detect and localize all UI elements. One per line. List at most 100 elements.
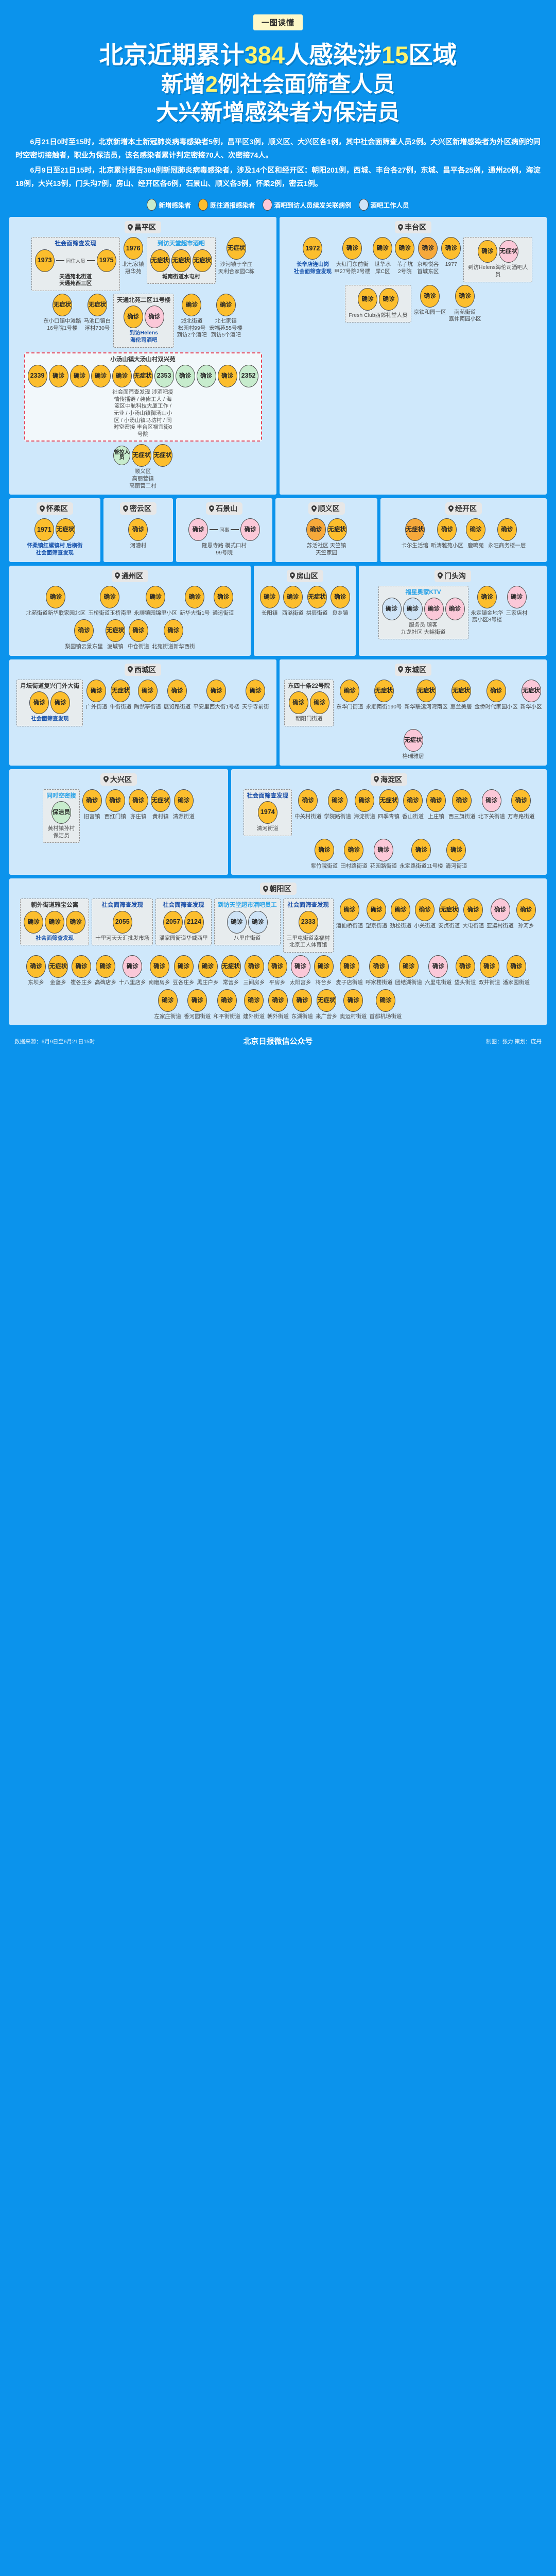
case-node[interactable]: 确诊 [339,955,359,978]
case-node[interactable]: 确诊 [268,989,288,1012]
case-node[interactable]: 确诊 [185,585,205,608]
case-node[interactable]: 确诊 [128,619,148,642]
case-node[interactable]: 确诊 [240,518,260,541]
district-card-daxing[interactable]: 大兴区 同时空密接 保洁员 黄村镇孙村 保洁员 确诊 旧宫镇 确诊 西红门镇 确诊 亦庄镇 无症状 黄村… [9,769,229,875]
case-node[interactable]: 确诊 [490,899,510,922]
case-node[interactable]: 确诊 [516,899,536,922]
case-node[interactable]: 确诊 [188,518,208,541]
district-card-dongcheng[interactable]: 东城区 东四十条22号院 确诊 确诊 朝阳门街道 确诊 东华门街道 无症状 永顺南街190号 无症… [280,659,547,766]
case-node[interactable]: 确诊 [146,585,166,608]
case-node[interactable]: 确诊 [206,679,227,702]
case-node[interactable]: 确诊 [465,518,485,541]
case-node[interactable]: 确诊 [91,364,111,387]
case-node[interactable]: 确诊 [246,679,266,702]
case-node[interactable]: 确诊 [455,955,475,978]
case-node[interactable]: 确诊 [163,619,183,642]
district-card-jingkai[interactable]: 经开区 无症状 卡尔生活馆 确诊 听涛雅苑小区 确诊 鹿鸣苑 确诊 永旺商务楼一层 [380,498,547,562]
case-node[interactable]: 确诊 [486,679,506,702]
case-node[interactable]: 2124 [184,910,204,934]
case-node[interactable]: 确诊 [373,237,393,260]
case-node[interactable]: 确诊 [357,287,377,311]
case-node[interactable]: 确诊 [144,306,164,329]
case-node[interactable]: 无症状 [132,444,151,467]
case-node[interactable]: 1975 [96,249,116,272]
case-node[interactable]: 无症状 [133,364,153,387]
case-node[interactable]: 确诊 [463,899,483,922]
case-node[interactable]: 确诊 [426,789,446,812]
district-card-fangshan[interactable]: 房山区 确诊 长阳镇 确诊 西潞街道 无症状 拱辰街道 确诊 良乡镇 [254,565,356,656]
case-node[interactable]: 确诊 [216,293,236,316]
case-node[interactable]: 确诊 [105,789,125,812]
case-node[interactable]: 确诊 [244,989,264,1012]
case-node[interactable]: 无症状 [153,444,172,467]
case-node[interactable]: 1972 [303,237,323,260]
case-node[interactable]: 确诊 [309,691,329,715]
case-node[interactable]: 确诊 [182,293,202,316]
case-node[interactable]: 确诊 [267,955,287,978]
case-node[interactable]: 确诊 [74,619,94,642]
case-node[interactable]: 确诊 [158,989,178,1012]
case-node[interactable]: 保洁员 [51,801,72,824]
case-node[interactable]: 确诊 [259,585,280,608]
case-node[interactable]: 确诊 [391,899,411,922]
case-node[interactable]: 确诊 [48,364,68,387]
case-node[interactable]: 确诊 [82,789,102,812]
case-node[interactable]: 确诊 [477,240,497,263]
case-node[interactable]: 无症状 [105,619,125,642]
case-node[interactable]: 确诊 [344,838,364,861]
case-node[interactable]: 确诊 [437,518,457,541]
case-node[interactable]: 确诊 [173,789,194,812]
case-node[interactable]: 确诊 [343,989,363,1012]
case-node[interactable]: 无症状 [55,518,75,541]
case-node[interactable]: 无症状 [439,899,459,922]
case-node[interactable]: 确诊 [26,955,46,978]
case-node[interactable]: 确诊 [96,955,115,978]
case-node[interactable]: 确诊 [376,989,395,1012]
case-node[interactable]: 确诊 [381,598,402,621]
case-node[interactable]: 1976 [123,237,143,260]
case-node[interactable]: 确诊 [506,955,526,978]
case-node[interactable]: 确诊 [479,955,499,978]
case-node[interactable]: 确诊 [217,989,237,1012]
case-node[interactable]: 确诊 [292,989,312,1012]
case-node[interactable]: 2352 [238,364,258,387]
case-node[interactable]: 确诊 [123,306,143,329]
case-node[interactable]: 确诊 [420,284,440,308]
case-node[interactable]: 确诊 [477,585,497,608]
case-node[interactable]: 无症状 [405,518,425,541]
case-node[interactable]: 无症状 [48,955,68,978]
district-card-changping[interactable]: 昌平区 社会面筛查发现 1973 同住人员 1975 天通苑北街道 天通苑西三区 1976 北七… [9,217,276,495]
district-card-fengtai[interactable]: 丰台区 1972 长辛店连山岗 社会面筛查发现 确诊 大红门东前街 甲27号院2号楼 确诊 世华… [280,217,547,495]
case-node[interactable]: 确诊 [283,585,303,608]
district-card-tongzhou[interactable]: 通州区 确诊 北苑街道新华联家园北区 确诊 玉桥街道玉桥南里 确诊 永顺镇园锦里小区 确诊 新华… [9,565,251,656]
case-node[interactable]: 确诊 [137,679,158,702]
case-node[interactable]: 确诊 [441,237,461,260]
case-node[interactable]: 确诊 [340,679,360,702]
case-node[interactable]: 无症状 [87,293,107,316]
case-node[interactable]: 确诊 [66,910,86,934]
case-node[interactable]: 无症状 [416,679,436,702]
case-node[interactable]: 确诊 [45,910,65,934]
district-card-shijingshan[interactable]: 石景山 确诊 同事 确诊 隆恩寺路 模式口村 99号院 [176,498,273,562]
case-node[interactable]: 确诊 [72,955,91,978]
case-node[interactable]: 无症状 [374,679,394,702]
case-node[interactable]: 确诊 [418,237,438,260]
case-node[interactable]: 确诊 [217,364,237,387]
case-node[interactable]: 2353 [154,364,174,387]
case-node[interactable]: 确诊 [167,679,187,702]
case-node[interactable]: 确诊 [314,838,334,861]
case-node[interactable]: 确诊 [373,838,393,861]
case-node[interactable]: 1973 [34,249,55,272]
case-node[interactable]: 确诊 [173,955,194,978]
district-card-chaoyang[interactable]: 朝阳区 朝外街道雅宝公寓 确诊 确诊 确诊 社会面筛查发现 社会面筛查发现 2055 十里河天天… [9,878,547,1026]
case-node[interactable]: 确诊 [497,518,517,541]
case-node[interactable]: 无症状 [150,789,170,812]
case-node[interactable]: 无症状 [171,249,191,272]
case-node[interactable]: 确诊 [403,598,423,621]
case-node[interactable]: 无症状 [521,679,541,702]
case-node[interactable]: 确诊 [306,518,326,541]
case-node[interactable]: 无症状 [451,679,471,702]
case-node[interactable]: 确诊 [46,585,66,608]
case-node[interactable]: 确诊 [481,789,501,812]
case-node[interactable]: 确诊 [198,955,218,978]
